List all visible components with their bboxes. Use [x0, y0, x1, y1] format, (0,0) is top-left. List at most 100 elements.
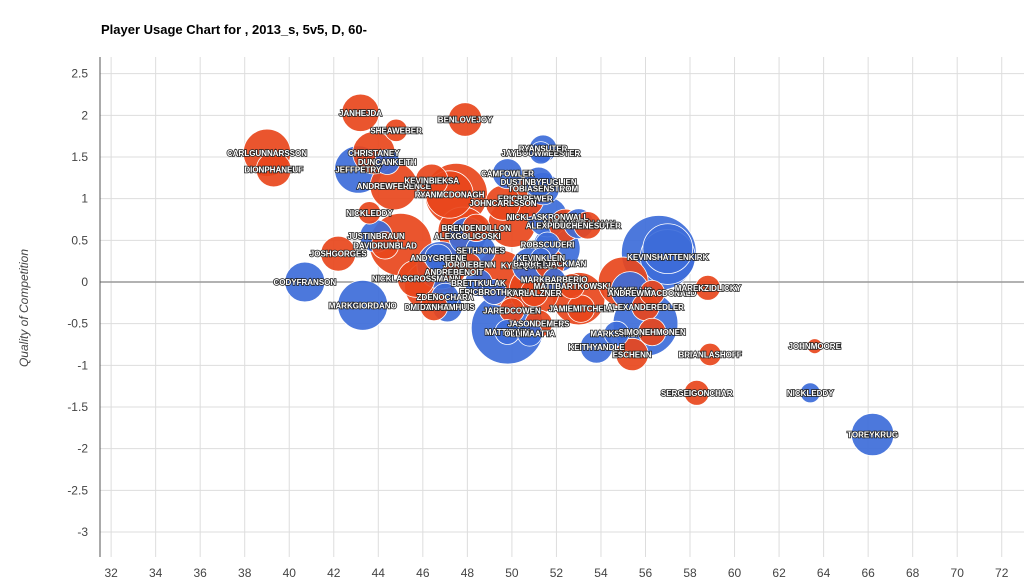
bubble[interactable] — [698, 342, 722, 367]
bubble[interactable] — [462, 213, 491, 242]
y-tick-label: -2.5 — [67, 483, 88, 497]
bubble-label: ANDREBENOIT — [425, 268, 484, 277]
bubble[interactable] — [447, 102, 483, 137]
bubble[interactable] — [573, 211, 602, 240]
bubble[interactable] — [520, 278, 549, 307]
x-tick-label: 52 — [550, 566, 564, 577]
y-tick-label: 2.5 — [71, 67, 88, 81]
bubble-label: KEVINSHATTENKIRK — [627, 253, 708, 262]
bubble-label: DUSTINBYFUGLIEN — [501, 178, 577, 187]
bubble-label: JANHEJDA — [339, 109, 382, 118]
bubble-label: NICKLEDDY — [787, 389, 834, 398]
y-tick-label: 0.5 — [71, 233, 88, 247]
bubble[interactable] — [523, 166, 554, 198]
bubble-label: KEITHYANDLE — [568, 343, 625, 352]
y-tick-label: 0 — [81, 275, 88, 289]
bubble-label: NICKLEDDY — [346, 209, 393, 218]
bubble-label: MARKSTREIT — [590, 330, 643, 339]
bubble[interactable] — [683, 379, 710, 406]
bubble[interactable] — [530, 247, 552, 269]
y-tick-label: -2 — [77, 442, 88, 456]
bubble-label: ALEXGOLIGOSKI — [434, 232, 501, 241]
bubble-label: MARKBARBERIO — [521, 276, 588, 285]
bubble[interactable] — [851, 412, 895, 457]
bubble-label: JOSHGORGES — [310, 250, 368, 259]
bubble[interactable] — [642, 223, 694, 275]
bubble[interactable] — [341, 93, 380, 132]
bubble-label: OLLIMAATTA — [504, 330, 555, 339]
bubble-label: ALEXANDEREDLER — [607, 303, 684, 312]
bubble-label: ERICBROTHEREN — [459, 288, 529, 297]
bubble-label: BRETTKULAK — [451, 279, 506, 288]
x-tick-label: 36 — [194, 566, 208, 577]
y-axis-label: Quality of Competition — [17, 249, 31, 367]
bubble-label: JAREDCOWEN — [483, 306, 541, 315]
bubble-labels: KEVINSHATTENKIRK CHRISTANEY JEFFPETRY ANDRE… — [226, 108, 899, 440]
bubble-label: DUNCANKEITH — [358, 158, 417, 167]
bubble[interactable] — [320, 235, 357, 272]
bubble[interactable] — [492, 158, 523, 190]
bubble[interactable] — [799, 382, 821, 404]
bubble-label: JUSTINBRAUN — [347, 232, 405, 241]
bubble-label: SHEAWEBER — [370, 126, 422, 135]
bubble[interactable] — [357, 201, 382, 225]
y-tick-label: -0.5 — [67, 317, 88, 331]
bubble-label: MATTIRWIN — [485, 328, 530, 337]
bubble-label: TOREYKRUG — [847, 431, 898, 440]
bubble[interactable] — [337, 279, 389, 331]
bubble-label: DAVIDRUNBLAD — [353, 241, 417, 250]
bubble-label: RYANSUTER — [519, 145, 568, 154]
bubble-label: DANHAMHUIS — [420, 303, 475, 312]
bubble[interactable] — [639, 279, 666, 306]
bubble-label: RYANELLIS — [608, 286, 653, 295]
bubble-label: ROBSCUDERI — [521, 241, 575, 250]
bubble-label: NICKLASGROSSMANN — [372, 275, 461, 284]
bubble[interactable] — [397, 259, 436, 298]
bubble-label: JEFFPETRY — [335, 166, 382, 175]
chart-title: Player Usage Chart for , 2013_s, 5v5, D,… — [101, 22, 367, 37]
bubble[interactable] — [615, 337, 649, 372]
bubble[interactable] — [579, 330, 614, 364]
x-tick-label: 64 — [817, 566, 831, 577]
bubble[interactable] — [529, 141, 553, 165]
x-tick-label: 46 — [416, 566, 430, 577]
bubble-label: CODYFRANSON — [274, 278, 337, 287]
bubble[interactable] — [419, 292, 449, 322]
bubble[interactable] — [284, 261, 326, 303]
bubble-label: JORDIEBENN — [443, 261, 496, 270]
x-tick-label: 32 — [104, 566, 118, 577]
y-tick-label: 1 — [81, 192, 88, 206]
bubble-label: NICKLASKRONWALL — [507, 213, 589, 222]
x-tick-label: 66 — [861, 566, 875, 577]
bubble-label: ANDREWFERENCE — [357, 182, 432, 191]
bubble[interactable] — [516, 320, 543, 347]
bubble-label: JOHNCARLSSON — [469, 199, 536, 208]
bubble[interactable] — [374, 149, 401, 175]
bubble[interactable] — [694, 274, 721, 301]
x-tick-label: 34 — [149, 566, 163, 577]
bubble[interactable] — [442, 260, 466, 284]
bubble[interactable] — [255, 151, 292, 188]
bubble[interactable] — [370, 231, 400, 260]
bubble-label: CARLGUNNARSSON — [227, 149, 307, 158]
bubble-label: DUCHENESUTER — [554, 221, 621, 230]
bubble-label: ANTONSTRALMAN — [542, 220, 615, 229]
bubble-label: ZDENOCHARA — [417, 293, 474, 302]
x-tick-label: 38 — [238, 566, 252, 577]
bubble-label: CHRISTANEY — [348, 149, 400, 158]
bubble[interactable] — [481, 279, 507, 305]
x-tick-label: 50 — [505, 566, 519, 577]
bubble[interactable] — [806, 338, 823, 355]
bubble[interactable] — [638, 317, 667, 347]
tick-labels: 32 34 36 38 40 42 44 46 48 50 52 54 56 58 60 62 64 66 68 70… — [67, 67, 1008, 577]
bubble[interactable] — [415, 163, 449, 197]
bubble-label: ALEXPIETRANGELO — [526, 221, 605, 230]
bubble-label: SIMONEHMONEN — [619, 328, 686, 337]
x-tick-label: 62 — [772, 566, 786, 577]
bubble-label: MAREKZIDLICKY — [675, 284, 742, 293]
y-tick-label: -1 — [77, 358, 88, 372]
bubble[interactable] — [603, 320, 630, 347]
bubble[interactable] — [542, 267, 566, 292]
bubble[interactable] — [384, 118, 408, 142]
bubbles — [242, 93, 895, 457]
